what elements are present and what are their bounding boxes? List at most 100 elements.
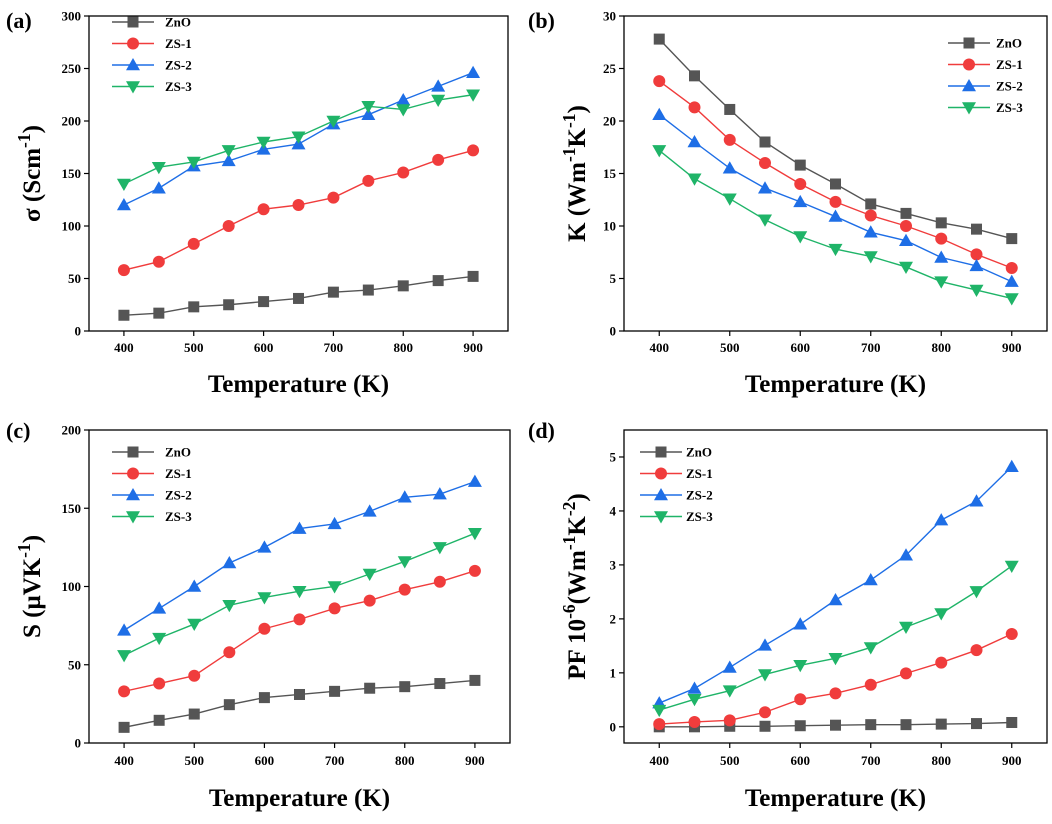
series-line xyxy=(659,633,1013,725)
x-tick-label: 700 xyxy=(861,753,881,768)
data-point xyxy=(118,685,131,698)
x-tick-label: 600 xyxy=(254,340,274,355)
data-point xyxy=(934,276,949,289)
data-point xyxy=(759,136,771,148)
data-point xyxy=(935,718,947,730)
series-zs-3 xyxy=(116,89,481,191)
legend: ZnO ZS-1 ZS-2 ZS-3 xyxy=(640,445,713,524)
data-point xyxy=(293,613,306,626)
data-point xyxy=(223,299,235,311)
data-point xyxy=(433,575,446,588)
data-point xyxy=(900,207,912,219)
data-point xyxy=(793,231,808,244)
data-point xyxy=(116,178,131,191)
plot-frame xyxy=(88,15,509,332)
data-point xyxy=(688,715,701,728)
data-point xyxy=(722,660,737,673)
data-point xyxy=(934,513,949,526)
x-tick-label: 400 xyxy=(114,753,134,768)
legend-label: ZS-3 xyxy=(165,79,192,94)
legend-marker xyxy=(126,488,140,501)
plot-frame xyxy=(623,429,1048,744)
legend-marker xyxy=(655,446,667,458)
data-point xyxy=(466,65,481,78)
data-point xyxy=(864,209,877,222)
data-point xyxy=(327,191,340,204)
data-point xyxy=(328,602,341,615)
data-point xyxy=(468,564,481,577)
data-point xyxy=(863,225,878,238)
legend-marker xyxy=(126,511,140,524)
data-point xyxy=(292,199,305,211)
legend-marker xyxy=(655,467,667,480)
data-point xyxy=(759,706,771,719)
data-point xyxy=(828,653,843,666)
data-point xyxy=(969,494,984,507)
data-point xyxy=(652,107,667,120)
data-point xyxy=(830,178,841,190)
x-tick-label: 700 xyxy=(325,753,345,768)
data-point xyxy=(1004,459,1019,472)
data-point xyxy=(793,617,808,630)
data-point xyxy=(431,94,446,107)
data-point xyxy=(432,153,445,166)
data-point xyxy=(969,258,984,272)
data-point xyxy=(398,583,411,596)
x-tick-label: 400 xyxy=(650,753,670,768)
data-point xyxy=(687,173,702,186)
panel-b: 400 500 600 700 800 900 0 5 10 15 20 25 30 Temperatur… xyxy=(528,8,1048,398)
data-point xyxy=(151,181,166,194)
panel-c: 400 500 600 700 800 900 0 50 100 150 200 Temperatur… xyxy=(6,418,511,812)
data-point xyxy=(828,243,843,257)
data-point xyxy=(969,586,984,599)
data-point xyxy=(722,685,737,698)
series-zs-2 xyxy=(652,107,1019,287)
data-point xyxy=(188,669,201,682)
series-zno xyxy=(118,674,481,733)
data-point xyxy=(396,104,411,117)
data-point xyxy=(828,592,843,606)
data-point xyxy=(758,638,772,651)
data-point xyxy=(723,714,736,727)
data-point xyxy=(118,721,130,733)
x-axis-title: Temperature (K) xyxy=(745,785,926,812)
series-zs-1 xyxy=(117,144,480,277)
legend-marker xyxy=(127,16,139,28)
data-point xyxy=(688,101,701,114)
legend-marker xyxy=(654,488,668,501)
y-tick-label: 50 xyxy=(68,657,81,672)
data-point xyxy=(221,145,236,158)
data-point xyxy=(397,280,409,292)
data-point xyxy=(900,719,912,731)
data-point xyxy=(935,656,948,669)
legend: ZnO ZS-1 ZS-2 ZS-3 xyxy=(948,36,1023,115)
data-point xyxy=(828,209,843,222)
data-point xyxy=(187,579,202,592)
legend-label: ZS-2 xyxy=(996,79,1023,94)
data-point xyxy=(399,681,411,693)
series-zs-2 xyxy=(117,474,482,636)
data-point xyxy=(687,135,702,148)
legend-label: ZS-2 xyxy=(165,58,192,73)
y-axis-title: σ (Scm-1) xyxy=(14,125,46,222)
data-point xyxy=(1004,293,1019,306)
legend-marker xyxy=(962,79,976,92)
legend-marker xyxy=(127,37,139,50)
y-tick-label: 2 xyxy=(610,611,617,626)
data-point xyxy=(118,309,130,321)
data-point xyxy=(329,685,341,697)
y-axis-title: S (μVK-1) xyxy=(14,535,46,638)
data-point xyxy=(759,157,771,169)
data-point xyxy=(865,719,877,731)
data-point xyxy=(689,70,700,82)
y-tick-label: 20 xyxy=(603,114,616,129)
legend-label: ZS-3 xyxy=(165,509,192,524)
x-tick-label: 900 xyxy=(465,753,485,768)
x-tick-label: 700 xyxy=(861,340,881,355)
y-tick-label: 5 xyxy=(610,271,617,286)
legend-marker xyxy=(126,58,140,71)
data-point xyxy=(187,237,200,250)
data-point xyxy=(652,145,667,158)
data-point xyxy=(469,674,481,686)
data-point xyxy=(222,600,237,613)
